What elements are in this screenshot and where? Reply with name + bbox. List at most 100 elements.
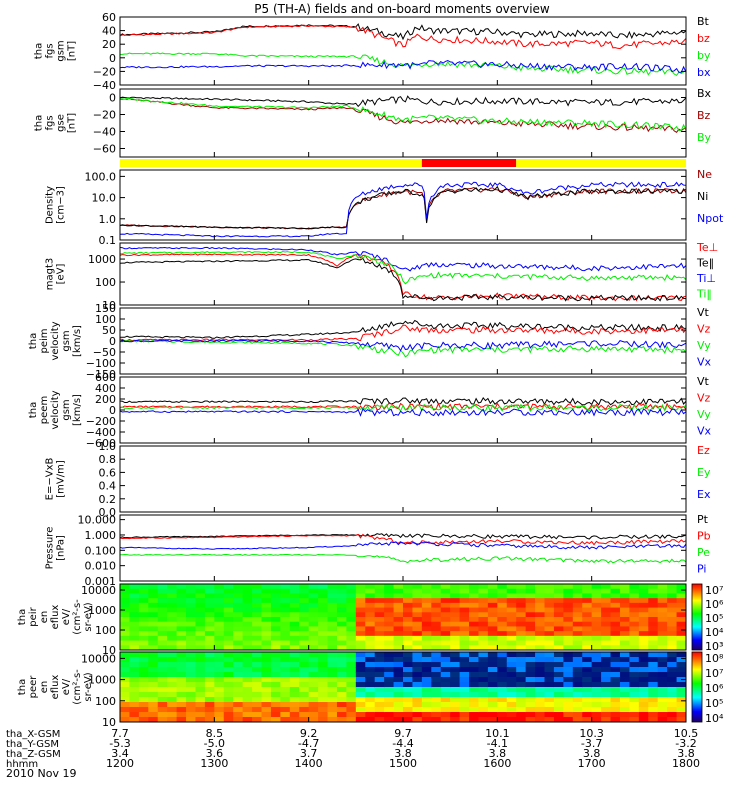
heatmap-cell [148, 635, 159, 642]
heatmap-cell [204, 635, 215, 642]
heatmap-cell [440, 717, 451, 723]
heatmap-cell [365, 612, 376, 618]
heatmap-cell [535, 617, 545, 623]
heatmap-cell [582, 617, 593, 623]
heatmap-cell [487, 697, 498, 703]
heatmap-cell [450, 677, 461, 683]
heatmap-cell [591, 677, 602, 683]
heatmap-cell [459, 621, 470, 627]
heatmap-cell [355, 687, 366, 693]
heatmap-cell [393, 598, 404, 604]
heatmap-cell [299, 612, 310, 618]
heatmap-cell [525, 584, 536, 590]
heatmap-cell [667, 717, 678, 723]
series-line-Vz [119, 324, 687, 342]
heatmap-cell [252, 617, 262, 623]
heatmap-cell [280, 593, 291, 599]
heatmap-cell [421, 626, 432, 632]
heatmap-cell [535, 635, 545, 642]
heatmap-cell [327, 662, 338, 668]
heatmap-cell [544, 593, 555, 599]
y-axis-label-line: magt3 [45, 258, 56, 291]
panel-7: 6004002000−200−400−600thapeemvelocitygsm… [28, 371, 712, 450]
heatmap-cell [270, 602, 281, 609]
y-tick-label: 10.000 [78, 514, 117, 527]
heatmap-cell [233, 645, 244, 651]
legend-entry: bx [697, 66, 711, 79]
heatmap-cell [318, 692, 329, 698]
heatmap-cell [619, 631, 630, 637]
heatmap-cell [365, 672, 376, 678]
heatmap-cell [535, 667, 545, 673]
heatmap-cell [601, 712, 612, 718]
heatmap-cell [403, 612, 413, 618]
heatmap-cell [450, 640, 461, 646]
heatmap-cell [497, 607, 508, 613]
heatmap-cell [233, 640, 244, 646]
heatmap-cell [120, 645, 130, 651]
heatmap-cell [572, 584, 583, 590]
heatmap-cell [157, 672, 168, 678]
heatmap-cell [242, 697, 253, 703]
heatmap-cell [327, 702, 338, 708]
heatmap-cell [582, 672, 593, 678]
heatmap-cell [469, 612, 479, 618]
heatmap-cell [506, 635, 517, 642]
heatmap-cell [204, 717, 215, 723]
heatmap-cell [186, 640, 196, 646]
heatmap-cell [138, 602, 149, 609]
heatmap-cell [648, 682, 659, 688]
heatmap-cell [469, 598, 479, 604]
heatmap-cell [355, 612, 366, 618]
heatmap-cell [261, 640, 272, 646]
y-tick-label: −400 [86, 426, 116, 439]
heatmap-cell [440, 682, 451, 688]
heatmap-cell [676, 645, 687, 651]
heatmap-cell [610, 584, 621, 590]
heatmap-cell [412, 692, 423, 698]
heatmap-cell [138, 667, 149, 673]
heatmap-cell [393, 588, 404, 594]
heatmap-cell [591, 584, 602, 590]
heatmap-cell [676, 652, 687, 658]
heatmap-cell [289, 640, 300, 646]
heatmap-cell [308, 621, 319, 627]
heatmap-cell [667, 607, 678, 613]
heatmap-cell [355, 640, 366, 646]
heatmap-cell [261, 682, 272, 688]
heatmap-cell [601, 667, 612, 673]
heatmap-cell [450, 657, 461, 663]
heatmap-cell [591, 640, 602, 646]
y-axis-label-line: eflux [50, 605, 61, 630]
heatmap-cell [233, 631, 244, 637]
heatmap-cell [667, 692, 678, 698]
heatmap-cell [318, 702, 329, 708]
heatmap-cell [412, 607, 423, 613]
heatmap-cell [591, 607, 602, 613]
heatmap-cell [129, 621, 140, 627]
heatmap-cell [223, 652, 234, 658]
heatmap-cell [506, 702, 517, 708]
heatmap-cell [157, 657, 168, 663]
y-tick-label: 0.1 [99, 234, 117, 247]
heatmap-cell [270, 682, 281, 688]
heatmap-cell [252, 712, 262, 718]
heatmap-cell [535, 702, 545, 708]
heatmap-cell [459, 626, 470, 632]
y-axis-label-line: [mV/m] [56, 460, 67, 498]
heatmap-cell [487, 626, 498, 632]
heatmap-cell [516, 662, 527, 668]
heatmap-cell [336, 645, 347, 651]
heatmap-cell [299, 602, 310, 609]
heatmap-cell [431, 626, 442, 632]
heatmap-cell [261, 697, 272, 703]
heatmap-cell [610, 631, 621, 637]
heatmap-cell [619, 602, 630, 609]
heatmap-cell [421, 677, 432, 683]
heatmap-cell [148, 657, 159, 663]
heatmap-cell [318, 631, 329, 637]
heatmap-cell [667, 672, 678, 678]
heatmap-cell [261, 692, 272, 698]
heatmap-cell [148, 598, 159, 604]
y-tick-label: 60 [102, 11, 116, 24]
